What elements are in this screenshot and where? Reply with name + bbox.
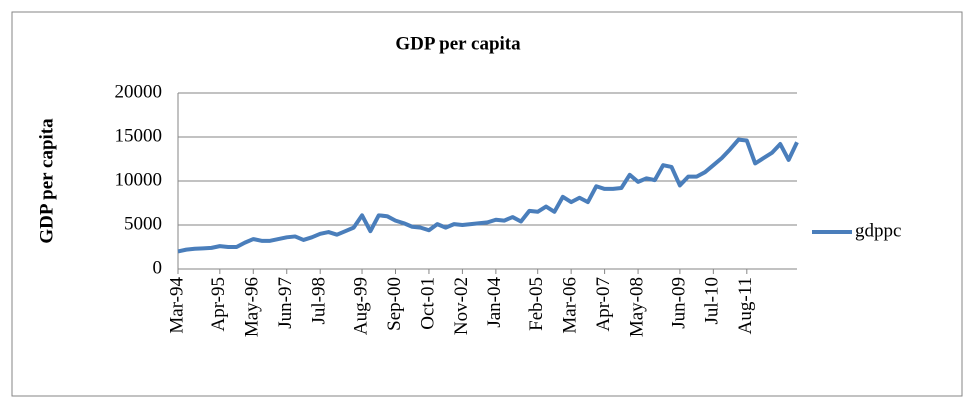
x-tick-label: Oct-01 [417, 277, 438, 330]
x-tick-label: Feb-05 [526, 277, 547, 331]
y-axis-title: GDP per capita [36, 118, 57, 244]
y-tick-label: 20000 [115, 81, 163, 102]
x-tick-label: Jul-10 [702, 277, 723, 325]
chart-title: GDP per capita [395, 33, 521, 54]
x-tick-label: May-08 [626, 277, 647, 337]
x-tick-label: Mar-06 [560, 277, 581, 334]
y-tick-label: 15000 [115, 125, 163, 146]
data-line [177, 137, 799, 254]
y-tick-label: 10000 [115, 169, 163, 190]
x-tick-label: Aug-11 [735, 277, 756, 334]
x-tick-label: Mar-94 [166, 277, 187, 334]
x-tick-label: Aug-99 [350, 277, 371, 335]
x-tick-label: May-96 [242, 277, 263, 337]
legend-label: gdppc [855, 220, 901, 241]
x-tick-label: Sep-00 [384, 277, 405, 331]
x-tick-label: Jul-98 [309, 277, 330, 325]
y-tick-label: 5000 [124, 213, 162, 234]
x-tick-label: Nov-02 [451, 277, 472, 335]
x-tick-label: Jan-04 [484, 277, 505, 328]
y-tick-label: 0 [153, 257, 163, 278]
x-tick-label: Jun-97 [275, 277, 296, 329]
x-tick-label: Apr-07 [593, 277, 614, 332]
chart-border [11, 11, 963, 397]
x-tick-label: Jun-09 [668, 277, 689, 329]
x-tick-label: Apr-95 [208, 277, 229, 332]
